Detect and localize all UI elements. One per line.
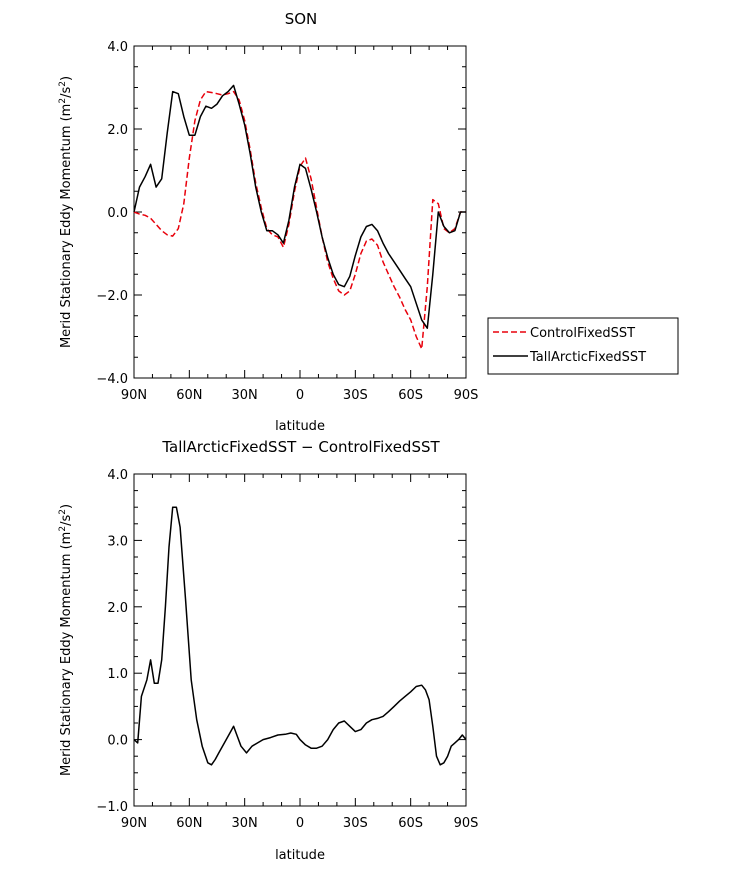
legend-label: ControlFixedSST <box>530 326 635 341</box>
x-tick-label: 30N <box>232 388 258 403</box>
x-tick-label: 90S <box>454 816 479 831</box>
x-axis-label: latitude <box>275 848 325 863</box>
legend: ControlFixedSST TallArcticFixedSST <box>487 317 679 375</box>
y-tick-label: 1.0 <box>107 667 128 682</box>
x-tick-label: 60S <box>398 816 423 831</box>
x-ticks: 90N 60N 30N 0 30S 60S 90S <box>121 474 479 831</box>
y-axis-label: Merid Stationary Eddy Momentum (m2/s2) <box>58 76 74 348</box>
x-tick-label: 90N <box>121 388 147 403</box>
chart-title: TallArcticFixedSST − ControlFixedSST <box>161 438 440 456</box>
x-tick-label: 0 <box>296 816 304 831</box>
y-tick-label: 2.0 <box>107 123 128 138</box>
x-axis-label: latitude <box>275 419 325 434</box>
y-ticks: −1.0 0.0 1.0 2.0 3.0 4.0 <box>96 468 466 815</box>
y-tick-label: 2.0 <box>107 601 128 616</box>
x-ticks: 90N 60N 30N 0 30S 60S 90S <box>121 46 479 403</box>
y-tick-label: −4.0 <box>96 372 128 387</box>
y-tick-label: 3.0 <box>107 534 128 549</box>
y-axis-label: Merid Stationary Eddy Momentum (m2/s2) <box>58 504 74 776</box>
y-tick-label: 0.0 <box>107 734 128 749</box>
x-tick-label: 60S <box>398 388 423 403</box>
series-layer <box>133 84 466 350</box>
series-line-controlfixedsst <box>133 90 466 350</box>
y-tick-label: −1.0 <box>96 800 128 815</box>
x-tick-label: 90N <box>121 816 147 831</box>
x-tick-label: 30S <box>343 388 368 403</box>
x-tick-label: 90S <box>454 388 479 403</box>
x-tick-label: 0 <box>296 388 304 403</box>
y-ticks: −4.0 −2.0 0.0 2.0 4.0 <box>96 40 466 387</box>
chart-panel-difference: TallArcticFixedSST − ControlFixedSST −1.… <box>58 438 478 863</box>
y-tick-label: 4.0 <box>107 468 128 483</box>
y-tick-label: 4.0 <box>107 40 128 55</box>
chart-title: SON <box>285 10 318 28</box>
legend-entry-controlfixedsst: ControlFixedSST <box>493 326 635 341</box>
x-tick-label: 60N <box>176 816 202 831</box>
series-line-difference <box>133 506 467 766</box>
x-tick-label: 30N <box>232 816 258 831</box>
x-tick-label: 60N <box>176 388 202 403</box>
plot-frame <box>133 45 467 379</box>
x-tick-label: 30S <box>343 816 368 831</box>
legend-entry-tallarcticfixedsst: TallArcticFixedSST <box>493 350 646 365</box>
plot-frame <box>133 473 467 807</box>
legend-label: TallArcticFixedSST <box>529 350 646 365</box>
chart-panel-son: SON −4.0−2.00.02.04.0 90N 60N 30N 0 30S 60S 90… <box>58 10 679 434</box>
series-line-tallarcticfixedsst <box>133 84 466 329</box>
legend-box <box>487 317 679 375</box>
series-layer <box>133 506 467 766</box>
y-tick-label: 0.0 <box>107 206 128 221</box>
y-tick-label: −2.0 <box>96 289 128 304</box>
